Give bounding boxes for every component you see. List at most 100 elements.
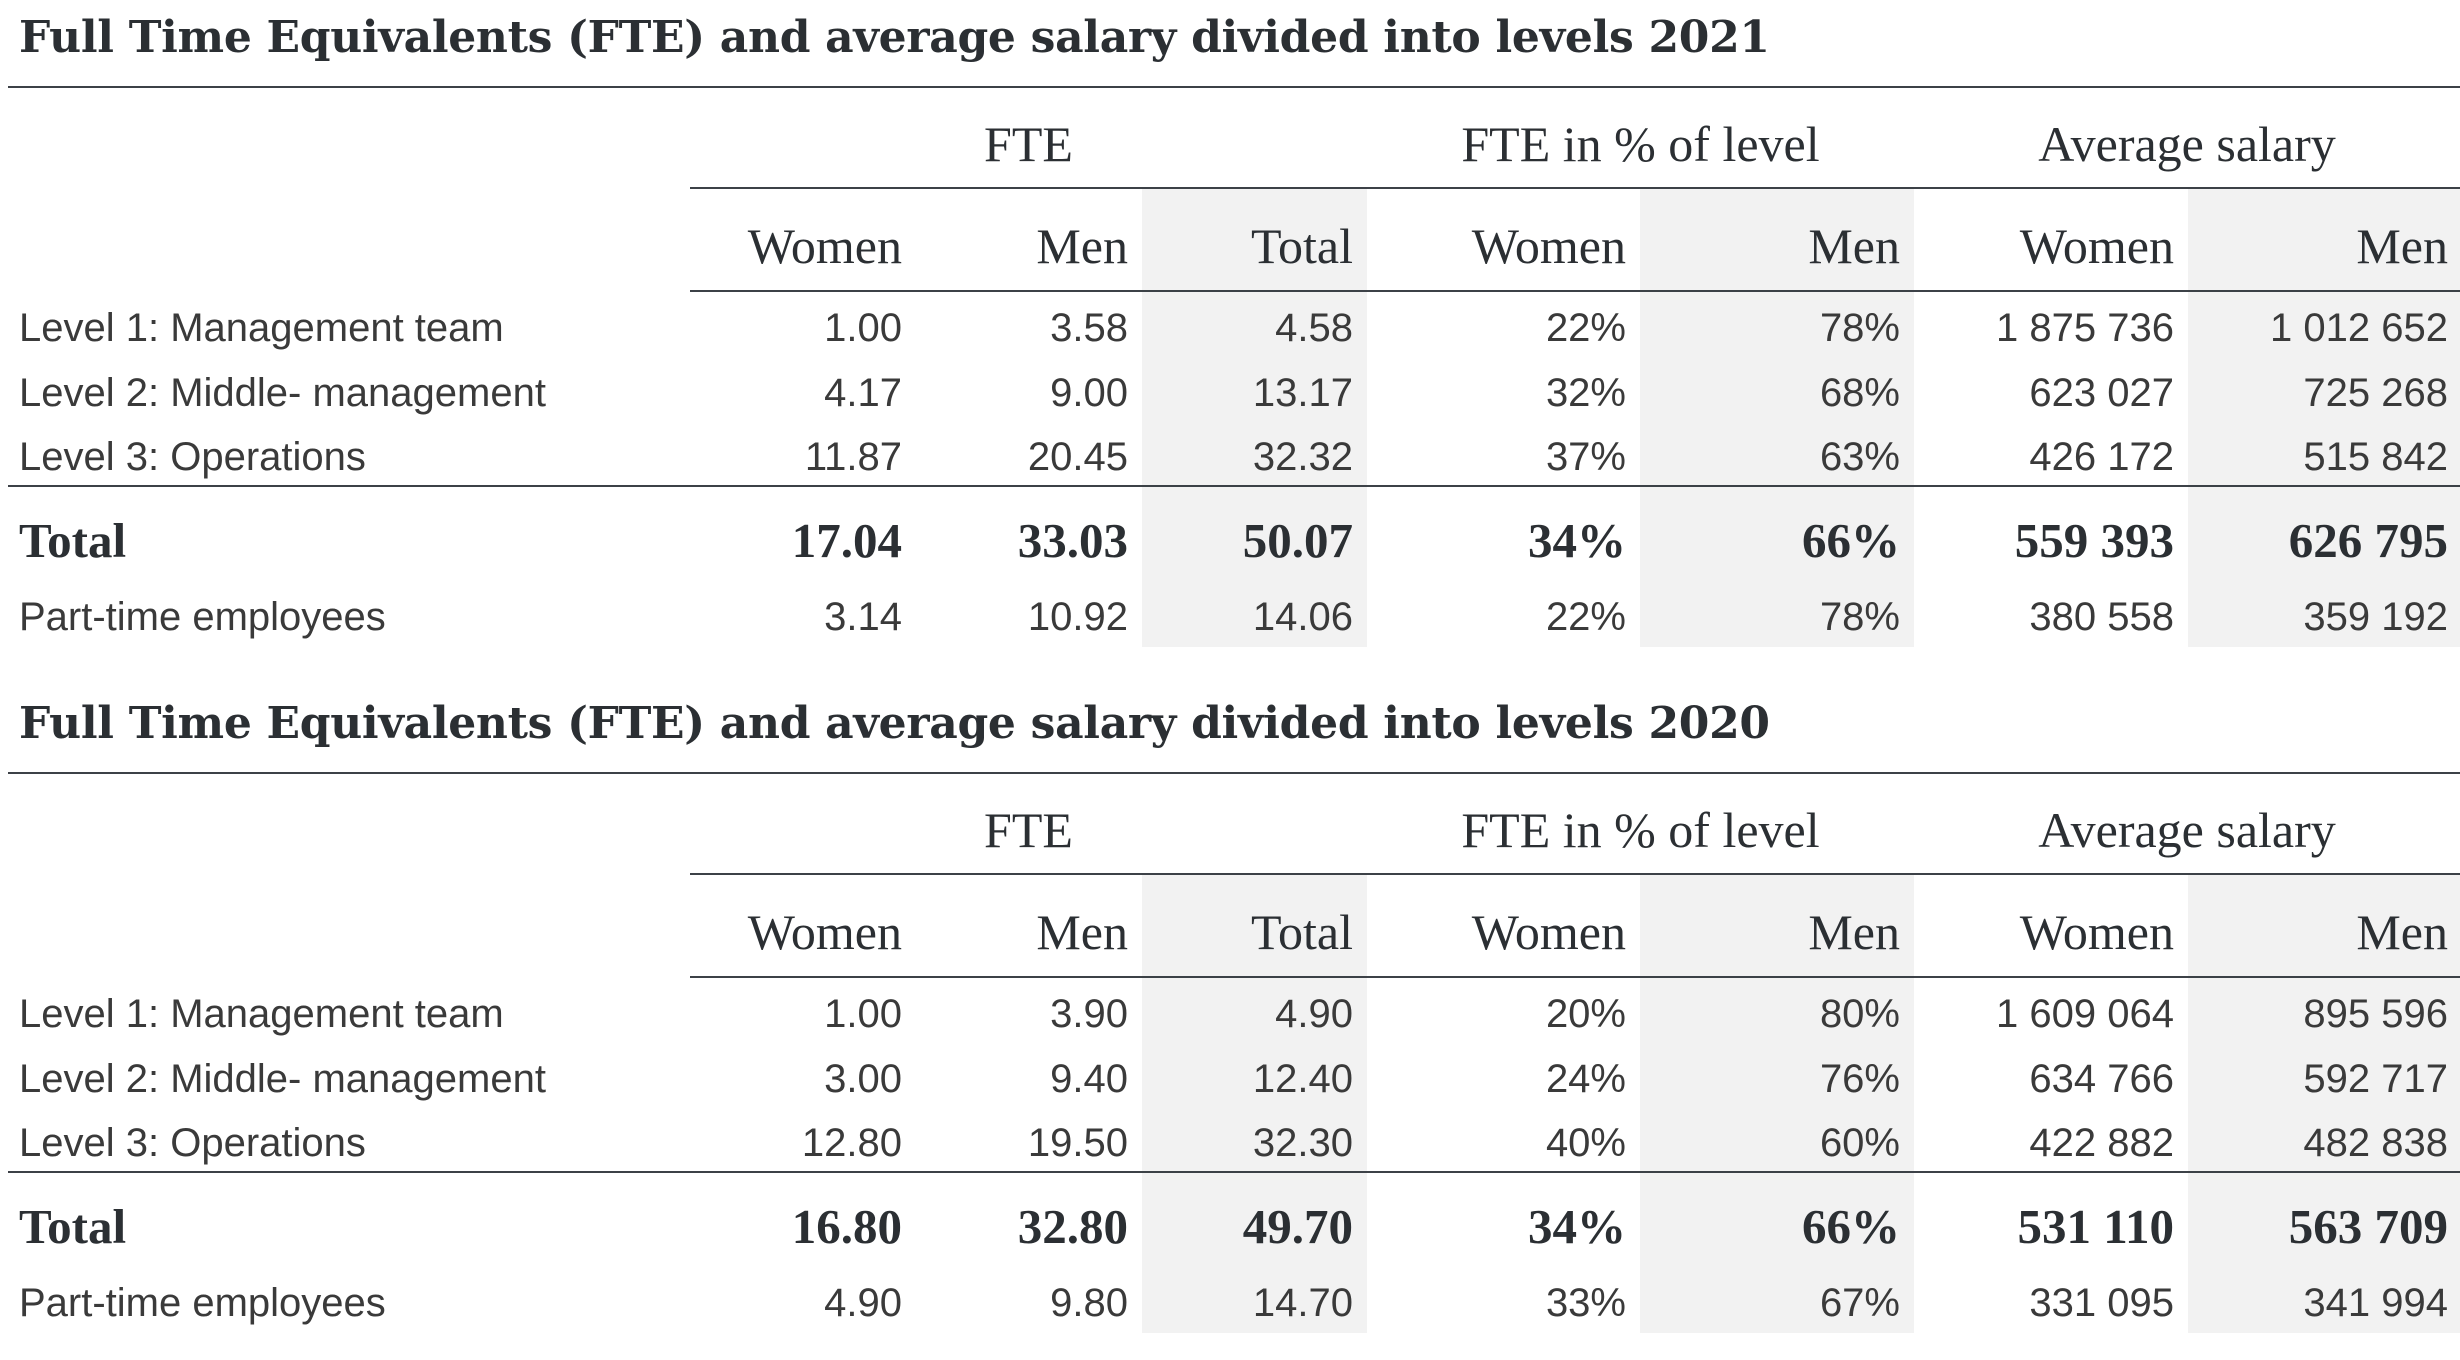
table-cell: 19.50	[1027, 1120, 1128, 1165]
table-cell: 9.00	[1050, 370, 1128, 415]
row-label: Level 1: Management team	[19, 305, 504, 350]
table-cell: 634 766	[2029, 1056, 2174, 1101]
table-cell: 1 609 064	[1996, 991, 2174, 1036]
table-cell: 4.58	[1275, 305, 1353, 350]
table-cell: 11.87	[804, 434, 902, 479]
column-shade	[1640, 187, 1914, 647]
part-time-cell: 9.80	[1050, 1280, 1128, 1325]
row-label: Level 2: Middle- management	[19, 1056, 546, 1101]
group-header: Average salary	[2038, 116, 2336, 172]
table-cell: 32.30	[1252, 1120, 1353, 1165]
table-cell: 78%	[1819, 305, 1900, 350]
group-header: FTE	[984, 116, 1073, 172]
column-header: Women	[1471, 904, 1626, 960]
table-cell: 3.58	[1050, 305, 1128, 350]
table-cell: 76%	[1819, 1056, 1900, 1101]
total-cell: 66%	[1802, 512, 1900, 568]
table-cell: 482 838	[2303, 1120, 2448, 1165]
table-cell: 12.40	[1252, 1056, 1353, 1101]
table-cell: 80%	[1819, 991, 1900, 1036]
table-cell: 24%	[1545, 1056, 1626, 1101]
table-cell: 20%	[1545, 991, 1626, 1036]
group-header: FTE	[984, 802, 1073, 858]
column-shade	[1142, 873, 1367, 1333]
part-time-cell: 359 192	[2303, 594, 2448, 639]
part-time-cell: 4.90	[824, 1280, 902, 1325]
total-cell: 49.70	[1242, 1198, 1353, 1254]
total-rule	[8, 1171, 2460, 1173]
table-cell: 20.45	[1027, 434, 1128, 479]
table-cell: 32%	[1545, 370, 1626, 415]
part-time-cell: 3.14	[824, 594, 902, 639]
total-label: Total	[19, 512, 127, 568]
total-cell: 17.04	[791, 512, 902, 568]
row-label: Level 1: Management team	[19, 991, 504, 1036]
column-header: Total	[1250, 904, 1353, 960]
column-header: Men	[2356, 218, 2448, 274]
table-cell: 13.17	[1252, 370, 1353, 415]
column-header: Men	[1808, 904, 1900, 960]
part-time-label: Part-time employees	[19, 1280, 386, 1325]
column-shade	[1640, 873, 1914, 1333]
part-time-cell: 331 095	[2029, 1280, 2174, 1325]
part-time-cell: 33%	[1545, 1280, 1626, 1325]
total-cell: 50.07	[1242, 512, 1353, 568]
table-cell: 895 596	[2303, 991, 2448, 1036]
part-time-cell: 14.06	[1252, 594, 1353, 639]
part-time-label: Part-time employees	[19, 594, 386, 639]
column-header: Women	[2019, 218, 2174, 274]
total-cell: 563 709	[2288, 1198, 2448, 1254]
column-header: Men	[1036, 904, 1128, 960]
table-cell: 725 268	[2303, 370, 2448, 415]
column-header: Women	[2019, 904, 2174, 960]
part-time-cell: 14.70	[1252, 1280, 1353, 1325]
total-cell: 16.80	[791, 1198, 902, 1254]
total-cell: 32.80	[1017, 1198, 1128, 1254]
table-cell: 623 027	[2029, 370, 2174, 415]
table-cell: 515 842	[2303, 434, 2448, 479]
group-header: FTE in % of level	[1461, 802, 1820, 858]
group-header-rule	[690, 187, 2460, 189]
total-cell: 559 393	[2014, 512, 2174, 568]
table-cell: 9.40	[1050, 1056, 1128, 1101]
column-header: Women	[1471, 218, 1626, 274]
part-time-cell: 10.92	[1027, 594, 1128, 639]
column-header: Women	[747, 218, 902, 274]
table-cell: 12.80	[801, 1120, 902, 1165]
table-cell: 3.90	[1050, 991, 1128, 1036]
total-cell: 66%	[1802, 1198, 1900, 1254]
table-cell: 4.90	[1275, 991, 1353, 1036]
group-header-rule	[690, 873, 2460, 875]
column-header: Women	[747, 904, 902, 960]
group-header: Average salary	[2038, 802, 2336, 858]
table-cell: 1.00	[824, 305, 902, 350]
table-cell: 32.32	[1252, 434, 1353, 479]
table-cell: 592 717	[2303, 1056, 2448, 1101]
table-cell: 422 882	[2029, 1120, 2174, 1165]
column-header: Men	[1036, 218, 1128, 274]
total-cell: 34%	[1528, 1198, 1626, 1254]
column-header: Total	[1250, 218, 1353, 274]
table-cell: 3.00	[824, 1056, 902, 1101]
table-cell: 68%	[1819, 370, 1900, 415]
column-shade	[2188, 873, 2460, 1333]
total-cell: 34%	[1528, 512, 1626, 568]
row-label: Level 3: Operations	[19, 434, 366, 479]
table-cell: 40%	[1545, 1120, 1626, 1165]
group-header: FTE in % of level	[1461, 116, 1820, 172]
column-header-rule	[690, 976, 2460, 978]
table-cell: 37%	[1545, 434, 1626, 479]
part-time-cell: 78%	[1819, 594, 1900, 639]
part-time-cell: 22%	[1545, 594, 1626, 639]
column-header: Men	[2356, 904, 2448, 960]
part-time-cell: 380 558	[2029, 594, 2174, 639]
table-title: Full Time Equivalents (FTE) and average …	[19, 698, 1770, 749]
total-cell: 531 110	[2017, 1198, 2174, 1254]
row-label: Level 2: Middle- management	[19, 370, 546, 415]
table-cell: 426 172	[2029, 434, 2174, 479]
column-shade	[2188, 187, 2460, 647]
total-rule	[8, 485, 2460, 487]
column-header: Men	[1808, 218, 1900, 274]
row-label: Level 3: Operations	[19, 1120, 366, 1165]
table-cell: 22%	[1545, 305, 1626, 350]
